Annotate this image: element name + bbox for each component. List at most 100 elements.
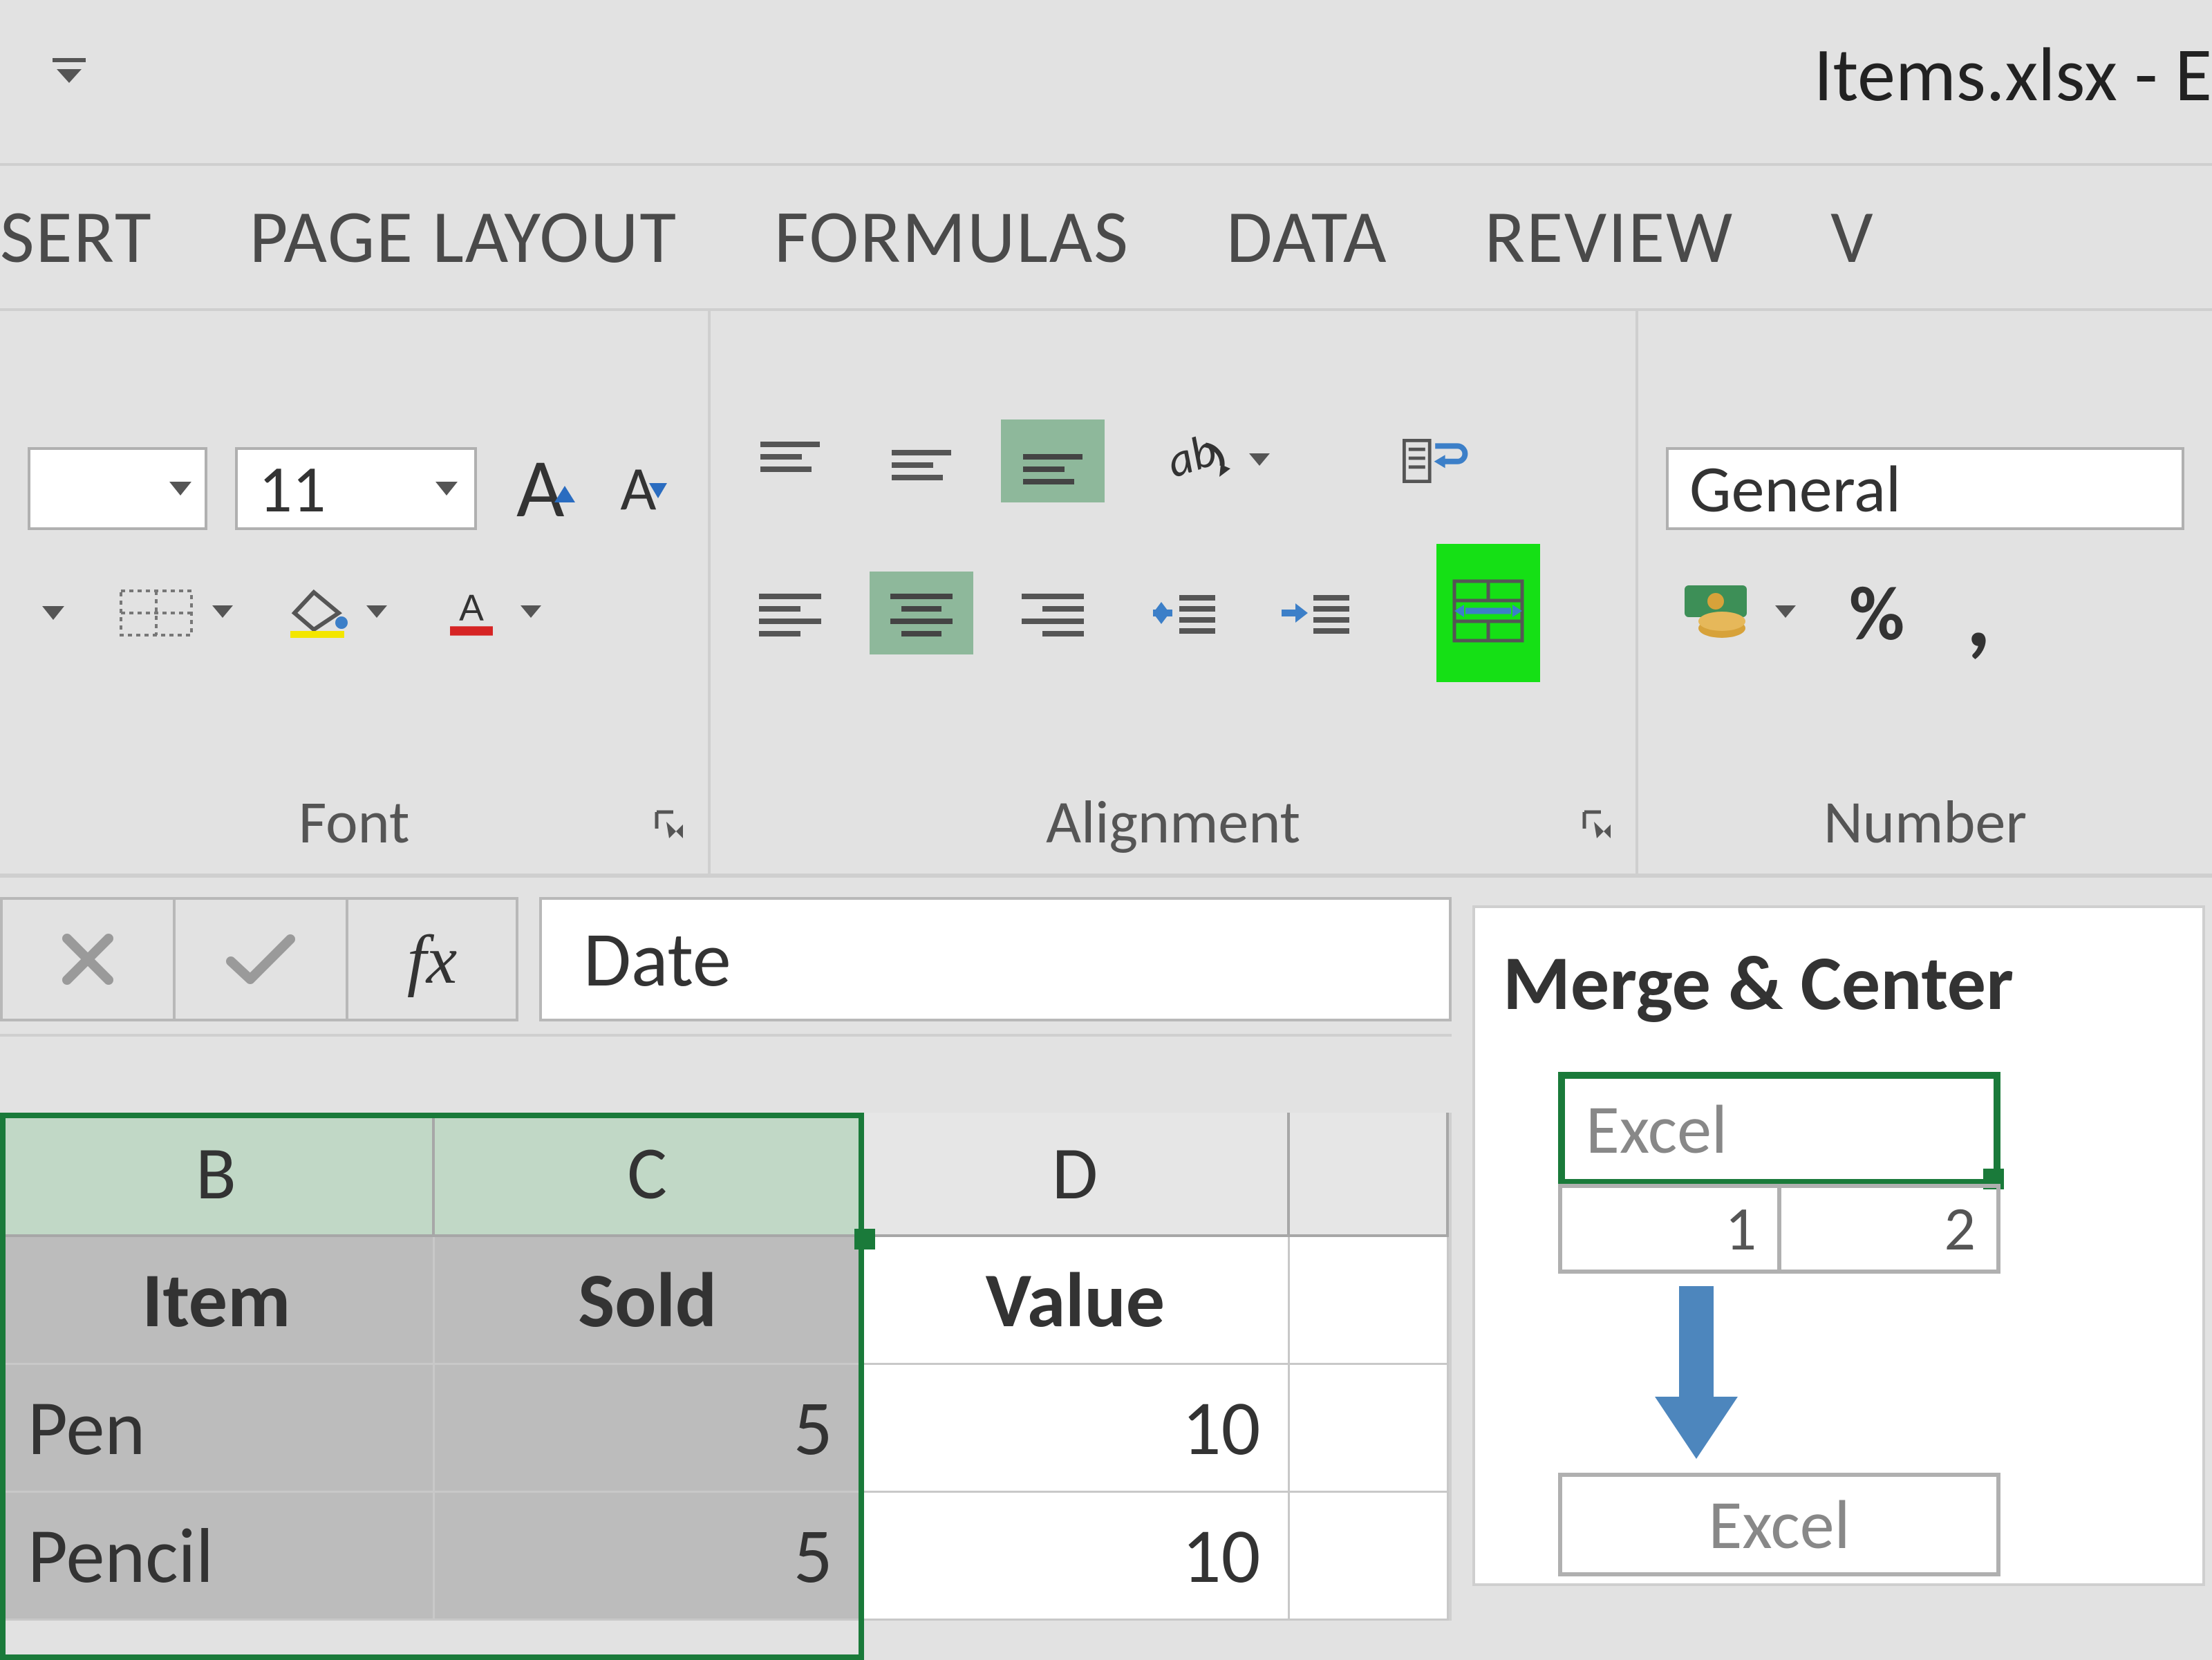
ribbon-group-number: General % , — [1638, 311, 2212, 874]
currency-icon — [1678, 578, 1768, 648]
ribbon-group-alignment: ab — [711, 311, 1638, 874]
font-size-value: 11 — [259, 449, 326, 529]
column-headers: B C D — [0, 1113, 1449, 1237]
group-label-font: Font — [299, 784, 410, 859]
worksheet-grid[interactable]: B C D Item Sold Value Pen 5 10 Pencil 5 … — [0, 1113, 1452, 1621]
chevron-down-icon — [433, 475, 460, 502]
window-title: Items.xlsx - E — [1814, 28, 2212, 121]
tooltip-illustration: Excel 1 2 Excel — [1558, 1072, 2000, 1556]
decrease-font-icon: A — [620, 451, 656, 527]
align-middle-icon — [883, 436, 959, 486]
tab-review[interactable]: REVIEW — [1485, 191, 1734, 283]
number-format-combo[interactable]: General — [1666, 447, 2184, 530]
wrap-text-button[interactable] — [1381, 419, 1485, 502]
decrease-indent-button[interactable] — [1132, 572, 1236, 654]
x-icon — [57, 928, 119, 990]
formula-confirm-button[interactable] — [173, 897, 346, 1021]
group-label-number: Number — [1824, 784, 2027, 859]
cell-c3[interactable]: 5 — [435, 1493, 863, 1621]
chevron-down-icon — [364, 599, 389, 628]
table-row: Pen 5 10 — [0, 1365, 1449, 1493]
fill-color-button[interactable] — [274, 572, 401, 654]
formula-cancel-button[interactable] — [0, 897, 173, 1021]
comma-style-button[interactable]: , — [1944, 572, 2013, 654]
cell-d3[interactable]: 10 — [863, 1493, 1291, 1621]
increase-indent-button[interactable] — [1264, 572, 1367, 654]
chevron-down-icon — [518, 599, 543, 628]
tooltip-subcell-1: 1 — [1558, 1184, 1781, 1274]
formula-bar: fx Date — [0, 885, 1452, 1037]
cell-b1[interactable]: Item — [0, 1237, 435, 1365]
merge-center-button[interactable] — [1436, 544, 1540, 682]
font-dialog-launcher[interactable] — [653, 808, 687, 846]
chevron-down-icon — [167, 475, 194, 502]
align-left-button[interactable] — [738, 572, 842, 654]
tab-data[interactable]: DATA — [1226, 191, 1388, 283]
group-label-alignment: Alignment — [1046, 784, 1300, 859]
column-header-b[interactable]: B — [0, 1113, 435, 1237]
orientation-button[interactable]: ab — [1132, 419, 1284, 502]
percent-style-button[interactable]: % — [1837, 572, 1916, 654]
align-bottom-button[interactable] — [1001, 419, 1105, 502]
borders-button[interactable] — [106, 572, 247, 654]
percent-icon: % — [1849, 567, 1904, 660]
quick-access-dropdown[interactable] — [48, 48, 90, 93]
font-name-combo[interactable] — [28, 447, 207, 530]
formula-input[interactable]: Date — [539, 897, 1452, 1021]
cell-c2[interactable]: 5 — [435, 1365, 863, 1493]
check-icon — [223, 928, 299, 990]
tab-page-layout[interactable]: PAGE LAYOUT — [250, 191, 677, 283]
orientation-icon: ab — [1145, 430, 1241, 492]
cell-e2[interactable] — [1290, 1365, 1449, 1493]
font-size-combo[interactable]: 11 — [235, 447, 477, 530]
chevron-down-icon — [1247, 447, 1272, 475]
insert-function-button[interactable]: fx — [346, 897, 518, 1021]
cell-e3[interactable] — [1290, 1493, 1449, 1621]
chevron-down-icon — [210, 599, 235, 628]
svg-text:A: A — [459, 588, 484, 629]
tab-formulas[interactable]: FORMULAS — [774, 191, 1130, 283]
cell-b3[interactable]: Pencil — [0, 1493, 435, 1621]
increase-indent-icon — [1277, 588, 1353, 638]
accounting-format-button[interactable] — [1666, 572, 1810, 654]
font-style-dropdown[interactable] — [28, 572, 79, 654]
tab-insert[interactable]: SERT — [0, 191, 153, 283]
cell-d2[interactable]: 10 — [863, 1365, 1291, 1493]
down-arrow-icon — [1641, 1286, 1752, 1469]
title-bar: Items.xlsx - E — [0, 0, 2212, 166]
tooltip-subcell-2: 2 — [1781, 1184, 2000, 1274]
wrap-text-icon — [1395, 436, 1471, 486]
paint-bucket-icon — [286, 588, 348, 638]
ribbon-group-font: 11 A A — [0, 311, 711, 874]
cell-c1[interactable]: Sold — [435, 1237, 863, 1365]
increase-font-button[interactable]: A — [505, 447, 576, 530]
align-right-icon — [1015, 588, 1091, 638]
tooltip-top-cell: Excel — [1558, 1072, 2000, 1186]
decrease-indent-icon — [1146, 588, 1222, 638]
chevron-down-icon — [39, 599, 67, 627]
align-middle-button[interactable] — [870, 419, 973, 502]
selection-handle[interactable] — [854, 1229, 875, 1249]
svg-text:ab: ab — [1160, 430, 1224, 491]
tab-view[interactable]: V — [1830, 191, 1874, 283]
font-color-button[interactable]: A — [429, 572, 555, 654]
cell-b2[interactable]: Pen — [0, 1365, 435, 1493]
align-top-icon — [752, 436, 828, 486]
alignment-dialog-launcher[interactable] — [1580, 808, 1615, 846]
font-color-icon: A — [440, 588, 503, 638]
table-row: Item Sold Value — [0, 1237, 1449, 1365]
cell-d1[interactable]: Value — [863, 1237, 1291, 1365]
cell-e1[interactable] — [1290, 1237, 1449, 1365]
decrease-font-button[interactable]: A — [603, 447, 673, 530]
column-header-c[interactable]: C — [435, 1113, 863, 1237]
align-center-button[interactable] — [870, 572, 973, 654]
align-top-button[interactable] — [738, 419, 842, 502]
chevron-down-icon — [1773, 599, 1798, 628]
align-right-button[interactable] — [1001, 572, 1105, 654]
fx-label: fx — [407, 920, 457, 999]
column-header-blank[interactable] — [1290, 1113, 1449, 1237]
column-header-d[interactable]: D — [863, 1113, 1291, 1237]
dialog-launcher-icon — [653, 808, 687, 842]
formula-value: Date — [583, 912, 731, 1007]
ribbon: 11 A A — [0, 311, 2212, 878]
